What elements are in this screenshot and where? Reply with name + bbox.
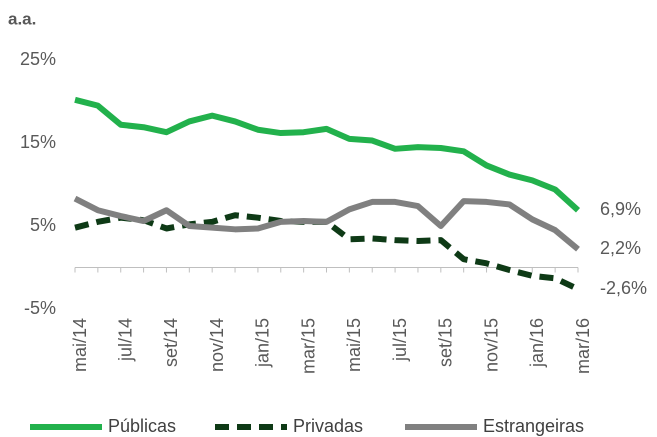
- data-label: -2,6%: [600, 278, 647, 298]
- x-tick-label: jan/15: [253, 318, 273, 368]
- x-tick-label: jan/16: [527, 318, 547, 368]
- x-tick-label: mai/14: [70, 318, 90, 372]
- y-tick-label: 25%: [20, 49, 56, 69]
- y-tick-label: 15%: [20, 132, 56, 152]
- series-line: [74, 96, 581, 213]
- x-tick-label: nov/15: [481, 318, 501, 372]
- series-line: [74, 212, 580, 292]
- legend-label: Públicas: [108, 416, 176, 436]
- x-tick-label: mai/15: [344, 318, 364, 372]
- y-tick-label: -5%: [24, 298, 56, 318]
- x-tick-label: jul/14: [115, 318, 135, 362]
- data-label: 6,9%: [600, 199, 641, 219]
- series-line: [73, 195, 580, 252]
- chart-title: a.a.: [8, 9, 36, 28]
- legend-label: Privadas: [293, 416, 363, 436]
- x-tick-label: set/14: [161, 318, 181, 367]
- x-tick-label: nov/14: [207, 318, 227, 372]
- x-tick-label: mar/16: [573, 318, 593, 374]
- x-tick-label: jul/15: [390, 318, 410, 362]
- x-tick-label: set/15: [436, 318, 456, 367]
- data-label: 2,2%: [600, 238, 641, 258]
- x-tick-label: mar/15: [298, 318, 318, 374]
- legend-label: Estrangeiras: [483, 416, 584, 436]
- y-tick-label: 5%: [30, 215, 56, 235]
